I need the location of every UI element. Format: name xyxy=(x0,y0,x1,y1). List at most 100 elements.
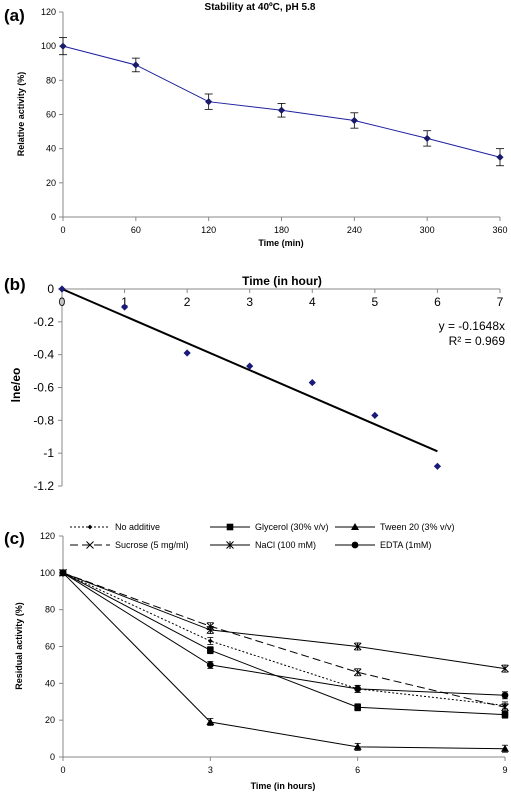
panel-a-title: Stability at 40ºC, pH 5.8 xyxy=(205,2,316,13)
panel-a-y-tick-label: 60 xyxy=(46,110,56,120)
panel-a-x-tick-label: 300 xyxy=(420,225,435,235)
panel-b-equation: y = -0.1648x xyxy=(439,319,505,333)
panel-b-data-point xyxy=(371,411,379,420)
panel-c-data-point xyxy=(501,711,509,718)
panel-c-series-line xyxy=(62,572,506,708)
panel-c-y-tick-label: 40 xyxy=(45,678,55,688)
panel-a-y-tick-label: 40 xyxy=(46,144,56,154)
panel-c-y-ticks: 0 20 40 60 80 100 120 xyxy=(40,531,63,762)
panel-b-series xyxy=(58,285,442,470)
panel-b-data-point xyxy=(120,303,129,311)
panel-b-y-ticks: 0 -0.2 -0.4 -0.6 -0.8 -1 -1.2 xyxy=(33,282,62,493)
panel-a-data-point xyxy=(277,106,286,114)
panel-c-letter: (c) xyxy=(4,529,25,548)
panel-b-y-tick-label: -0.6 xyxy=(33,381,54,395)
panel-c-x-tick-label: 6 xyxy=(355,765,360,775)
panel-c-data-point xyxy=(354,703,361,711)
panel-b-x-tick-label: 4 xyxy=(309,295,316,309)
panel-a-y-tick-label: 120 xyxy=(41,7,56,17)
panel-c-legend-label: EDTA (1mM) xyxy=(380,540,431,550)
panel-c-series xyxy=(59,568,509,753)
panel-a-y-tick-label: 80 xyxy=(46,75,56,85)
panel-c-legend: No additive Glycerol (30% v/v) Tween 20 (3… xyxy=(70,522,455,550)
panel-c-data-point xyxy=(354,685,362,693)
panel-c-data-point xyxy=(501,691,509,699)
panel-c-y-tick-label: 0 xyxy=(50,752,55,762)
panel-b-data-point xyxy=(58,285,66,293)
panel-c-x-ticks: 0 3 6 9 xyxy=(60,757,508,775)
panel-c-legend-marker xyxy=(87,524,93,530)
panel-c-y-tick-label: 120 xyxy=(40,531,55,541)
panel-c-y-tick-label: 20 xyxy=(45,715,55,725)
panel-b: (b) 0 -0.2 -0.4 -0.6 -0.8 -1 -1.2 0 1 2 3 4 5 6 7 Tim… xyxy=(4,274,505,493)
panel-c-series-line xyxy=(62,572,506,696)
panel-c-data-point xyxy=(207,646,214,654)
panel-c-series-line xyxy=(62,572,506,750)
panel-c-data-point xyxy=(353,668,362,677)
panel-a-letter: (a) xyxy=(4,6,25,25)
panel-c-x-tick-label: 0 xyxy=(60,765,65,775)
panel-b-data-point xyxy=(308,378,316,387)
panel-c-y-axis-title: Residual activity (%) xyxy=(14,602,24,690)
panel-c-data-point xyxy=(206,661,214,669)
panel-a-y-axis-title: Relative activity (%) xyxy=(16,72,26,157)
panel-a-series xyxy=(59,37,504,167)
panel-c-legend-label: Sucrose (5 mg/ml) xyxy=(115,540,189,550)
panel-b-x-tick-label: 6 xyxy=(434,295,441,309)
panel-a-data-point xyxy=(496,153,504,161)
panel-a-x-ticks: 0 60 120 180 240 300 360 xyxy=(60,217,508,235)
panel-b-y-tick-label: -1 xyxy=(43,446,54,460)
panel-c-legend-label: NaCl (100 mM) xyxy=(255,540,316,550)
panel-c-legend-marker xyxy=(351,541,359,549)
panel-a-x-tick-label: 180 xyxy=(274,225,289,235)
panel-c-x-axis-title: Time (in hours) xyxy=(251,781,316,791)
panel-c-legend-label: Glycerol (30% v/v) xyxy=(255,522,329,532)
panel-a-x-tick-label: 360 xyxy=(492,225,507,235)
panel-c-y-tick-label: 60 xyxy=(45,642,55,652)
panel-b-x-tick-label: 1 xyxy=(121,295,128,309)
panel-b-y-axis-title: lne/eo xyxy=(9,368,23,403)
panel-c-legend-label: Tween 20 (3% v/v) xyxy=(380,522,455,532)
panel-b-x-tick-label: 0 xyxy=(59,295,66,309)
panel-a-data-point xyxy=(205,98,213,106)
panel-a-y-tick-label: 100 xyxy=(41,41,56,51)
panel-c-series-line xyxy=(62,572,506,670)
panel-c-data-point xyxy=(353,642,362,651)
panel-a-series-line xyxy=(62,45,501,158)
panel-c-legend-marker xyxy=(226,523,234,531)
panel-a-x-tick-label: 60 xyxy=(131,225,141,235)
panel-b-data-point xyxy=(246,362,254,370)
panel-a-y-ticks: 0 20 40 60 80 100 120 xyxy=(41,7,63,222)
panel-b-y-tick-label: -0.2 xyxy=(33,315,54,329)
panel-a-x-tick-label: 0 xyxy=(60,225,65,235)
panel-c-data-point xyxy=(501,664,509,673)
panel-b-x-tick-label: 5 xyxy=(372,295,379,309)
panel-b-y-tick-label: -1.2 xyxy=(33,479,54,493)
panel-b-x-tick-label: 3 xyxy=(246,295,253,309)
panel-b-data-point xyxy=(183,349,191,357)
panel-c-data-point xyxy=(59,569,67,577)
panel-a-x-tick-label: 240 xyxy=(347,225,362,235)
panel-c-y-tick-label: 100 xyxy=(40,568,55,578)
panel-b-x-tick-label: 2 xyxy=(184,295,191,309)
panel-a-data-point xyxy=(350,116,358,125)
panel-b-trendline xyxy=(61,288,438,453)
panel-c-x-tick-label: 9 xyxy=(502,765,507,775)
panel-c-data-point xyxy=(207,638,213,644)
panel-c-legend-label: No additive xyxy=(115,522,160,532)
panel-a-y-tick-label: 20 xyxy=(46,178,56,188)
panel-b-x-axis-title: Time (in hour) xyxy=(242,274,322,288)
panel-c-series-line xyxy=(62,572,506,716)
panel-c-series-line xyxy=(62,572,506,706)
panel-c-data-point xyxy=(501,703,509,712)
panel-b-letter: (b) xyxy=(4,275,26,294)
panel-b-y-tick-label: -0.4 xyxy=(33,348,54,362)
panel-c-data-point xyxy=(206,625,215,634)
panel-a-x-axis-title: Time (min) xyxy=(258,238,303,248)
panel-a-data-point xyxy=(59,42,67,50)
panel-c-legend-marker xyxy=(86,541,94,549)
panel-c-x-tick-label: 3 xyxy=(208,765,213,775)
panel-c-data-point xyxy=(206,718,215,726)
panel-c-legend-marker xyxy=(351,523,359,530)
